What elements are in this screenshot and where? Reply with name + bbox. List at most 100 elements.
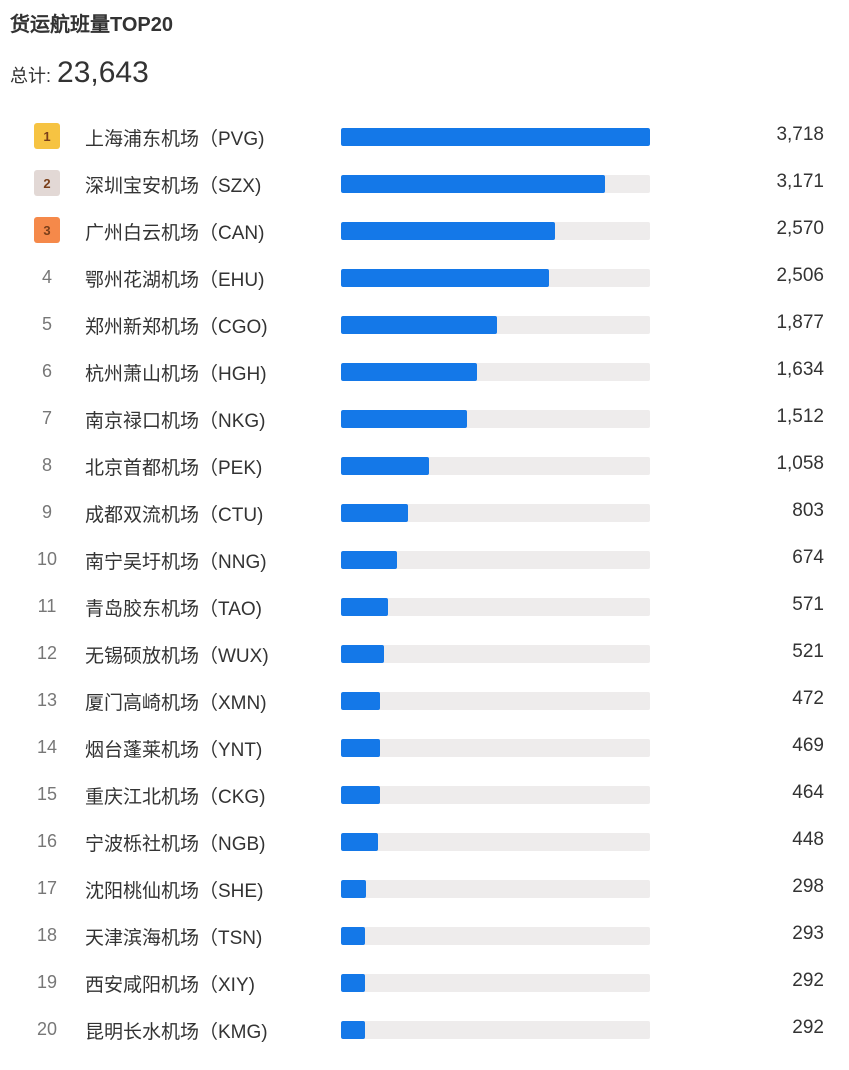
ranking-row: 5 郑州新郑机场（CGO) 1,877 [0, 301, 849, 348]
total-summary: 总计: 23,643 [10, 56, 149, 90]
flight-count: 571 [792, 594, 824, 615]
ranking-row: 2 深圳宝安机场（SZX) 3,171 [0, 160, 849, 207]
total-value: 23,643 [57, 56, 149, 89]
bar-track [341, 1021, 650, 1039]
airport-name: 西安咸阳机场（XIY) [85, 975, 255, 996]
bar-track [341, 692, 650, 710]
bar-track [341, 974, 650, 992]
rank-number: 4 [41, 266, 52, 287]
flight-count: 292 [792, 1017, 824, 1038]
rank-number: 15 [36, 783, 58, 804]
bar-track [341, 457, 650, 475]
rank-badge: 1 [34, 123, 60, 149]
chart-title: 货运航班量TOP20 [10, 14, 173, 36]
airport-name: 昆明长水机场（KMG) [85, 1022, 268, 1043]
airport-name: 鄂州花湖机场（EHU) [85, 270, 265, 291]
flight-count: 293 [792, 923, 824, 944]
rank-number: 18 [36, 924, 58, 945]
flight-count: 3,718 [776, 124, 824, 145]
airport-name: 郑州新郑机场（CGO) [85, 317, 268, 338]
rank-number: 6 [41, 360, 52, 381]
ranking-row: 13 厦门高崎机场（XMN) 472 [0, 677, 849, 724]
bar-track [341, 128, 650, 146]
bar-fill [341, 974, 366, 992]
ranking-row: 11 青岛胶东机场（TAO) 571 [0, 583, 849, 630]
ranking-row: 6 杭州萧山机场（HGH) 1,634 [0, 348, 849, 395]
bar-fill [341, 786, 380, 804]
rank-number: 9 [41, 501, 52, 522]
bar-fill [341, 410, 467, 428]
ranking-row: 20 昆明长水机场（KMG) 292 [0, 1006, 849, 1053]
ranking-row: 7 南京禄口机场（NKG) 1,512 [0, 395, 849, 442]
ranking-row: 16 宁波栎社机场（NGB) 448 [0, 818, 849, 865]
bar-track [341, 316, 650, 334]
ranking-row: 18 天津滨海机场（TSN) 293 [0, 912, 849, 959]
airport-name: 重庆江北机场（CKG) [85, 787, 266, 808]
bar-fill [341, 363, 477, 381]
rank-number: 8 [41, 454, 52, 475]
rank-number: 10 [36, 548, 58, 569]
rank-number: 19 [36, 971, 58, 992]
airport-name: 厦门高崎机场（XMN) [85, 693, 267, 714]
bar-fill [341, 692, 381, 710]
ranking-row: 19 西安咸阳机场（XIY) 292 [0, 959, 849, 1006]
flight-count: 674 [792, 547, 824, 568]
airport-name: 南京禄口机场（NKG) [85, 411, 266, 432]
flight-count: 1,877 [776, 312, 824, 333]
airport-name: 烟台蓬莱机场（YNT) [85, 740, 263, 761]
bar-fill [341, 316, 497, 334]
ranking-row: 8 北京首都机场（PEK) 1,058 [0, 442, 849, 489]
bar-track [341, 880, 650, 898]
airport-name: 广州白云机场（CAN) [85, 223, 265, 244]
flight-count: 3,171 [776, 171, 824, 192]
ranking-row: 17 沈阳桃仙机场（SHE) 298 [0, 865, 849, 912]
bar-track [341, 410, 650, 428]
rank-badge: 3 [34, 217, 60, 243]
ranking-row: 15 重庆江北机场（CKG) 464 [0, 771, 849, 818]
bar-fill [341, 598, 389, 616]
flight-count: 1,634 [776, 359, 824, 380]
airport-name: 青岛胶东机场（TAO) [85, 599, 262, 620]
bar-track [341, 363, 650, 381]
bar-fill [341, 128, 650, 146]
flight-count: 2,506 [776, 265, 824, 286]
airport-name: 上海浦东机场（PVG) [85, 129, 265, 150]
ranking-row: 3 广州白云机场（CAN) 2,570 [0, 207, 849, 254]
flight-count: 1,512 [776, 406, 824, 427]
ranking-row: 4 鄂州花湖机场（EHU) 2,506 [0, 254, 849, 301]
ranking-row: 9 成都双流机场（CTU) 803 [0, 489, 849, 536]
bar-fill [341, 222, 555, 240]
rank-number: 11 [37, 595, 57, 616]
bar-track [341, 269, 650, 287]
rank-number: 5 [41, 313, 52, 334]
ranking-row: 12 无锡硕放机场（WUX) 521 [0, 630, 849, 677]
airport-name: 无锡硕放机场（WUX) [85, 646, 269, 667]
flight-count: 472 [792, 688, 824, 709]
bar-track [341, 645, 650, 663]
bar-fill [341, 269, 550, 287]
bar-track [341, 598, 650, 616]
bar-track [341, 833, 650, 851]
flight-count: 1,058 [776, 453, 824, 474]
bar-track [341, 222, 650, 240]
ranking-row: 1 上海浦东机场（PVG) 3,718 [0, 113, 849, 160]
bar-track [341, 175, 650, 193]
flight-count: 464 [792, 782, 824, 803]
bar-track [341, 739, 650, 757]
bar-fill [341, 833, 379, 851]
bar-track [341, 786, 650, 804]
bar-fill [341, 175, 605, 193]
bar-fill [341, 739, 380, 757]
flight-count: 448 [792, 829, 824, 850]
airport-name: 南宁吴圩机场（NNG) [85, 552, 267, 573]
airport-name: 北京首都机场（PEK) [85, 458, 263, 479]
airport-name: 成都双流机场（CTU) [85, 505, 264, 526]
rank-badge: 2 [34, 170, 60, 196]
bar-fill [341, 927, 366, 945]
flight-count: 469 [792, 735, 824, 756]
total-label: 总计: [10, 66, 52, 86]
ranking-list: 1 上海浦东机场（PVG) 3,718 2 深圳宝安机场（SZX) 3,171 3 广州白云机… [0, 113, 849, 1053]
ranking-row: 14 烟台蓬莱机场（YNT) 469 [0, 724, 849, 771]
rank-number: 7 [41, 407, 52, 428]
flight-count: 2,570 [776, 218, 824, 239]
